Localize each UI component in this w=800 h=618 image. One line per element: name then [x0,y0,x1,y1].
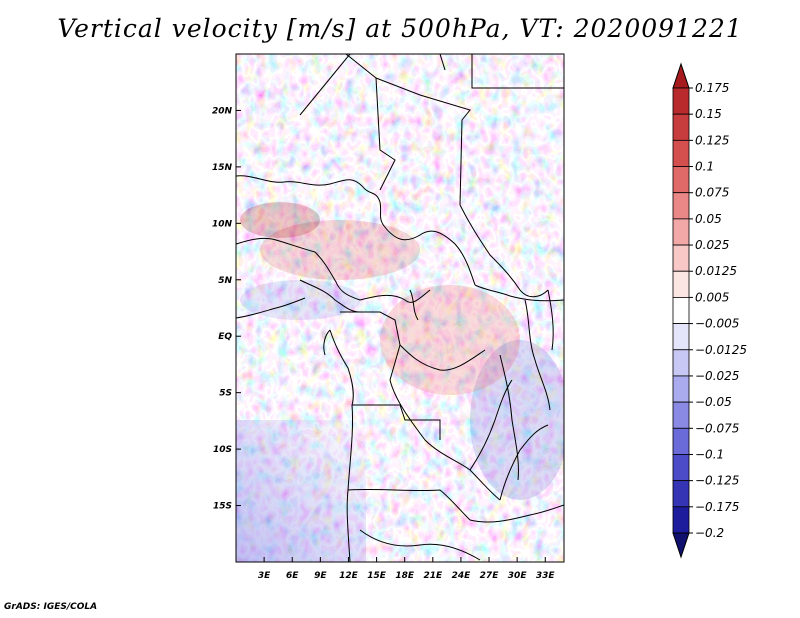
plot-frame [235,53,565,563]
colorbar-label: 0.025 [695,238,729,252]
colorbar-min-arrow [672,532,690,559]
colorbar-label: −0.075 [695,421,739,435]
colorbar-label: 0.075 [695,186,729,200]
colorbar-segment [672,401,690,429]
colorbar-segment [672,139,690,167]
lon-tick-label: 21E [423,571,443,581]
lon-tick-label: 3E [258,571,271,581]
colorbar-label: 0.15 [695,107,722,121]
lon-tick-label: 15E [367,571,387,581]
colorbar-segment [672,480,690,508]
colorbar-segment [672,218,690,246]
colorbar-label: −0.1 [695,447,724,461]
colorbar-label: 0.175 [695,81,729,95]
longitude-axis: 3E 6E 9E 12E 15E 18E 21E 24E 27E 30E 33E [258,557,556,581]
colorbar-segment [672,323,690,351]
colorbar-segment [672,244,690,272]
lon-tick-label: 9E [314,571,327,581]
colorbar-segment [672,454,690,482]
colorbar-segment [672,87,690,115]
colorbar-label: 0.005 [695,290,729,304]
colorbar-segment [672,506,690,534]
colorbar-segment [672,375,690,403]
colorbar-max-arrow [672,62,690,89]
lat-tick-label: 15S [213,502,232,512]
latitude-axis: 20N 15N 10N 5N EQ 5S 10S 15S [212,106,241,512]
colorbar-segment [672,192,690,220]
lon-tick-label: 6E [286,571,299,581]
lat-tick-label: 20N [212,106,233,116]
lat-tick-label: 5N [218,276,232,286]
colorbar-label: −0.175 [695,500,739,514]
colorbar-label: 0.125 [695,133,729,147]
colorbar: 0.175 0.15 0.125 0.1 0.075 0.05 0.025 0.0125 0.0… [672,62,747,559]
colorbar-segment [672,166,690,194]
colorbar-segment [672,349,690,377]
colorbar-segment [672,297,690,324]
colorbar-label: −0.125 [695,474,739,488]
colorbar-label: 0.1 [695,160,714,174]
colorbar-segment [672,427,690,455]
colorbar-label: 0.0125 [695,264,737,278]
lat-tick-label: EQ [218,332,232,342]
lon-tick-label: 27E [480,571,500,581]
lat-tick-label: 10N [212,219,233,229]
lat-tick-label: 15N [212,163,233,173]
colorbar-segment [672,113,690,141]
lon-tick-label: 12E [339,571,359,581]
country-borders [236,54,564,562]
lon-tick-label: 30E [508,571,528,581]
chart-title: Vertical velocity [m/s] at 500hPa, VT: 2… [57,14,743,43]
lon-tick-label: 18E [395,571,415,581]
colorbar-label: −0.025 [695,369,739,383]
lat-tick-label: 10S [213,445,232,455]
vertical-velocity-field [236,54,564,562]
lat-tick-label: 5S [219,389,232,399]
colorbar-label: −0.05 [695,395,732,409]
colorbar-label: −0.2 [695,526,724,540]
colorbar-label: −0.0125 [695,343,747,357]
lon-tick-label: 24E [452,571,472,581]
lon-tick-label: 33E [536,571,556,581]
grads-credit: GrADS: IGES/COLA [4,602,98,612]
colorbar-label: 0.05 [695,212,722,226]
colorbar-segment [672,270,690,298]
colorbar-label: −0.005 [695,317,739,331]
